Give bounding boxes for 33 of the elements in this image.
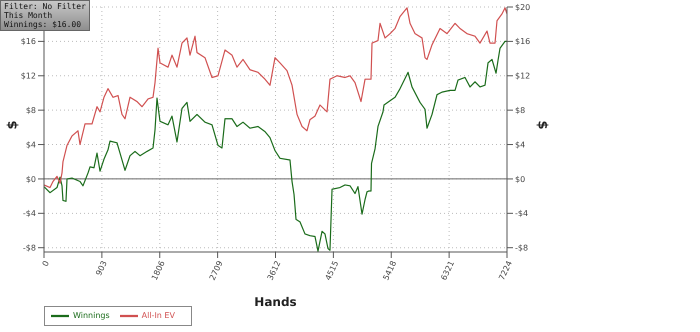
y-tick-label: -$4 <box>22 209 36 218</box>
x-tick-label: 0 <box>40 259 51 268</box>
y-tick-label: $4 <box>26 140 36 150</box>
y2-tick-label: $16 <box>515 37 530 46</box>
y2-tick-label: $8 <box>515 106 526 115</box>
y2-tick-label: -$8 <box>515 244 528 253</box>
y-tick-label: $0 <box>26 174 36 184</box>
annotation: Winnings: $16.00 <box>4 20 82 29</box>
y2-axis-title: $ <box>534 120 550 130</box>
y2-tick-label: $12 <box>515 72 530 81</box>
x-tick-label: 7224 <box>497 259 514 282</box>
annotation: Filter: No Filter <box>4 2 86 11</box>
x-tick-label: 3612 <box>266 259 282 282</box>
y2-tick-label: $0 <box>515 174 526 184</box>
annotation: This Month <box>4 11 54 20</box>
x-tick-label: 5418 <box>381 259 398 282</box>
x-tick-label: 4515 <box>324 259 340 282</box>
filter-info-box: Filter: No Filter This Month Winnings: $16.00 <box>0 0 90 31</box>
y-axis-title: $ <box>6 120 21 130</box>
y-tick-label: $16 <box>20 37 36 46</box>
y-tick-label: $12 <box>20 72 36 81</box>
legend-label: Winnings <box>73 311 110 320</box>
legend-label: All-In EV <box>142 311 175 320</box>
x-tick-label: 1806 <box>150 259 167 282</box>
y-tick-label: $8 <box>26 106 36 115</box>
y2-tick-label: $20 <box>515 2 530 12</box>
x-tick-label: 2709 <box>208 259 225 282</box>
x-tick-label: 903 <box>94 259 109 278</box>
y2-tick-label: -$4 <box>515 209 528 218</box>
y2-tick-label: $4 <box>515 140 526 150</box>
x-axis-title: Hands <box>254 295 297 309</box>
y-tick-label: -$8 <box>22 244 36 253</box>
x-tick-label: 6321 <box>439 259 456 282</box>
